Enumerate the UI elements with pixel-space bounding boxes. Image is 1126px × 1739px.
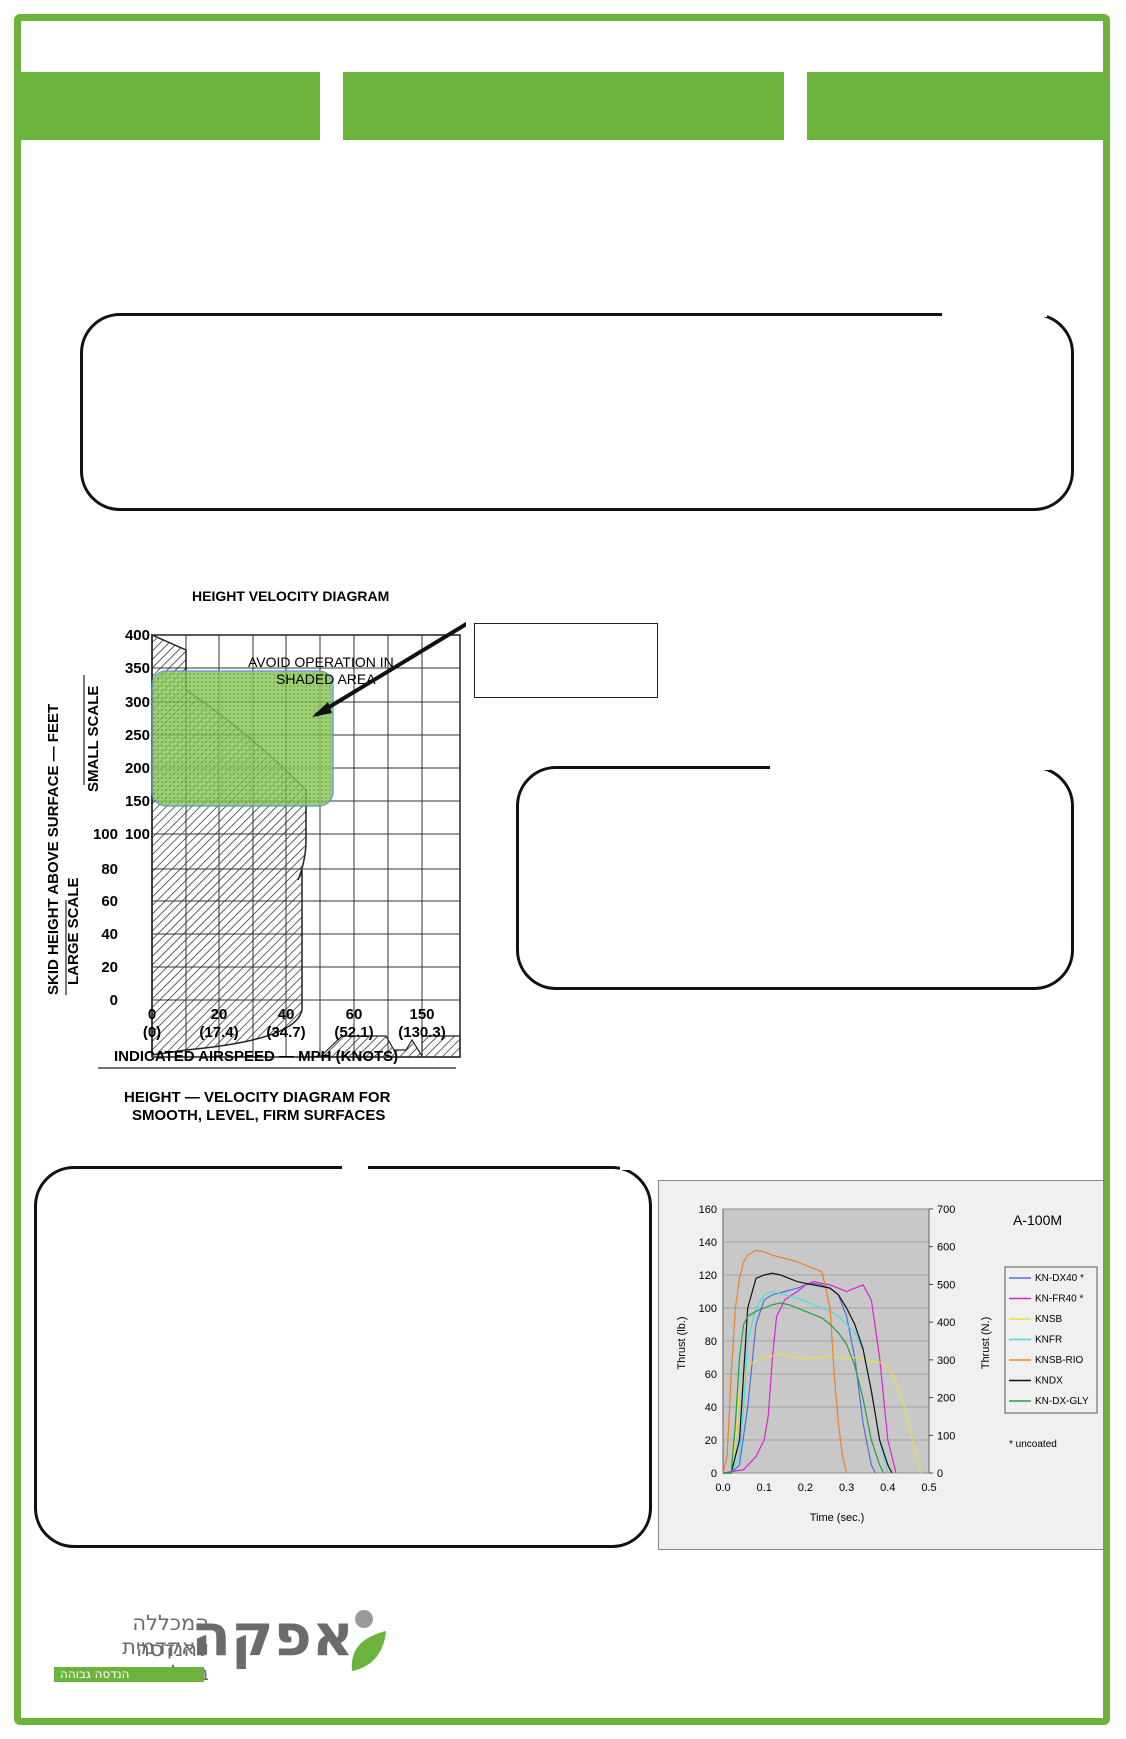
hv-xtick: 150 bbox=[409, 1006, 434, 1023]
thrust-legend-label: KNFR bbox=[1035, 1335, 1062, 1346]
hv-ytick-large: 20 bbox=[101, 959, 118, 976]
bottom-box-gap-2 bbox=[620, 1162, 648, 1170]
middle-right-text-box bbox=[516, 766, 1074, 990]
thrust-series-line bbox=[723, 1290, 889, 1474]
leaf-icon bbox=[351, 1610, 386, 1671]
thrust-xtick: 0.2 bbox=[798, 1482, 813, 1494]
thrust-series-line bbox=[723, 1353, 922, 1474]
thrust-y2tick: 0 bbox=[937, 1468, 943, 1480]
hv-avoid-region-low bbox=[318, 1035, 461, 1059]
thrust-xtick: 0.4 bbox=[880, 1482, 895, 1494]
thrust-footnote: * uncoated bbox=[1009, 1439, 1057, 1450]
thrust-ytick: 120 bbox=[699, 1270, 717, 1282]
hv-ytick: 200 bbox=[125, 760, 150, 777]
hv-arrowhead bbox=[312, 702, 332, 717]
thrust-y2tick: 300 bbox=[937, 1355, 955, 1367]
hv-ytick-large: 40 bbox=[101, 926, 118, 943]
hv-arrow bbox=[314, 621, 466, 717]
hv-xtick: 0 bbox=[148, 1006, 156, 1023]
hv-ytick: 100 bbox=[125, 826, 150, 843]
hv-ytick-large: 80 bbox=[101, 861, 118, 878]
hv-xtick-knots: (17.4) bbox=[199, 1024, 238, 1041]
thrust-legend-label: KN-FR40 * bbox=[1035, 1294, 1083, 1305]
callout-box bbox=[474, 623, 658, 698]
thrust-legend: KN-DX40 * KN-FR40 * KNSB KNFR KNSB-RIO KNDX KN… bbox=[1004, 1266, 1098, 1414]
thrust-legend-label: KNSB bbox=[1035, 1314, 1063, 1325]
thrust-y2label: Thrust (N.) bbox=[980, 1317, 992, 1370]
header-bar-right bbox=[807, 72, 1105, 140]
thrust-y2tick: 700 bbox=[937, 1204, 955, 1216]
thrust-chart: 0 20 40 60 80 100 120 140 160 0 100 200 300 400 500 60… bbox=[676, 1204, 1098, 1524]
hv-xtick: 20 bbox=[211, 1006, 228, 1023]
thrust-legend-label: KN-DX40 * bbox=[1035, 1273, 1084, 1284]
hv-ylabel-main: SKID HEIGHT ABOVE SURFACE — FEET bbox=[45, 704, 62, 995]
hv-xtick-knots: (0) bbox=[143, 1024, 161, 1041]
logo-tag: הנדסה גבוהה bbox=[54, 1667, 204, 1682]
thrust-ytick: 40 bbox=[705, 1402, 717, 1414]
hv-ytick-large: 0 bbox=[110, 992, 118, 1009]
hv-title: HEIGHT VELOCITY DIAGRAM bbox=[192, 588, 389, 604]
hv-xtick-knots: (130.3) bbox=[398, 1024, 446, 1041]
hv-ytick: 150 bbox=[125, 793, 150, 810]
top-box-gap bbox=[942, 309, 1047, 317]
hv-xtick: 60 bbox=[346, 1006, 363, 1023]
logo-line-1: המכללה האקדמית bbox=[122, 1611, 209, 1659]
thrust-y2tick: 400 bbox=[937, 1317, 955, 1329]
hv-xlabel: INDICATED AIRSPEED — MPH (KNOTS) bbox=[114, 1048, 398, 1065]
hv-caption-1: HEIGHT — VELOCITY DIAGRAM FOR bbox=[124, 1089, 391, 1106]
logo-name: אפקה bbox=[191, 1601, 354, 1669]
thrust-ytick: 0 bbox=[711, 1468, 717, 1480]
thrust-y2tick: 100 bbox=[937, 1430, 955, 1442]
thrust-ytick: 100 bbox=[699, 1303, 717, 1315]
bottom-box-gap-1 bbox=[342, 1162, 368, 1170]
hv-avoid-note-2: SHADED AREA bbox=[276, 671, 376, 687]
hv-ytick: 250 bbox=[125, 727, 150, 744]
thrust-series-line bbox=[723, 1272, 893, 1474]
thrust-xtick: 0.0 bbox=[715, 1482, 730, 1494]
thrust-xtick: 0.1 bbox=[757, 1482, 772, 1494]
hv-ytick: 400 bbox=[125, 627, 150, 644]
thrust-ytick: 20 bbox=[705, 1435, 717, 1447]
thrust-y2tick: 600 bbox=[937, 1242, 955, 1254]
hv-ytick: 350 bbox=[125, 660, 150, 677]
middle-box-gap bbox=[770, 762, 1050, 770]
thrust-ytick: 160 bbox=[699, 1204, 717, 1216]
thrust-xtick: 0.3 bbox=[839, 1482, 854, 1494]
hv-caption-2: SMOOTH, LEVEL, FIRM SURFACES bbox=[132, 1107, 385, 1124]
hv-ytick: 300 bbox=[125, 694, 150, 711]
header-bar-left bbox=[21, 72, 320, 140]
thrust-legend-label: KNDX bbox=[1035, 1376, 1063, 1387]
thrust-xlabel: Time (sec.) bbox=[810, 1512, 865, 1524]
thrust-ylabel: Thrust (lb.) bbox=[676, 1316, 688, 1369]
height-velocity-diagram: HEIGHT VELOCITY DIAGRAM AVOID OPERATION … bbox=[45, 588, 466, 1124]
hv-highlight-box bbox=[151, 670, 334, 807]
thrust-ytick: 80 bbox=[705, 1336, 717, 1348]
thrust-series-line bbox=[722, 1249, 848, 1474]
page-frame bbox=[14, 14, 1110, 1725]
hv-ytick-large: 60 bbox=[101, 893, 118, 910]
hv-ylabel-small: SMALL SCALE bbox=[85, 686, 102, 792]
header-bar-center bbox=[343, 72, 784, 140]
thrust-series-line bbox=[723, 1302, 885, 1474]
thrust-xtick: 0.5 bbox=[921, 1482, 936, 1494]
thrust-chart-panel: 0 20 40 60 80 100 120 140 160 0 100 200 300 400 500 60… bbox=[658, 1180, 1104, 1550]
college-logo: אפקה המכללה האקדמית להנדסה בתל-אביב הנדס… bbox=[54, 1601, 394, 1690]
thrust-y2tick: 500 bbox=[937, 1279, 955, 1291]
hv-avoid-note-1: AVOID OPERATION IN bbox=[248, 654, 394, 670]
thrust-series-line bbox=[722, 1280, 897, 1474]
thrust-y2tick: 200 bbox=[937, 1393, 955, 1405]
thrust-legend-label: KNSB-RIO bbox=[1035, 1355, 1084, 1366]
hv-xtick: 40 bbox=[278, 1006, 295, 1023]
hv-xtick-knots: (52.1) bbox=[334, 1024, 373, 1041]
thrust-ytick: 140 bbox=[699, 1237, 717, 1249]
thrust-ytick: 60 bbox=[705, 1369, 717, 1381]
thrust-legend-label: KN-DX-GLY bbox=[1035, 1396, 1089, 1407]
hv-xtick-knots: (34.7) bbox=[266, 1024, 305, 1041]
hv-ytick-large: 100 bbox=[93, 826, 118, 843]
thrust-title: A-100M bbox=[1013, 1212, 1062, 1228]
hv-ylabel-large: LARGE SCALE bbox=[65, 877, 82, 985]
bottom-left-text-box bbox=[34, 1166, 652, 1548]
top-text-box bbox=[80, 313, 1074, 511]
